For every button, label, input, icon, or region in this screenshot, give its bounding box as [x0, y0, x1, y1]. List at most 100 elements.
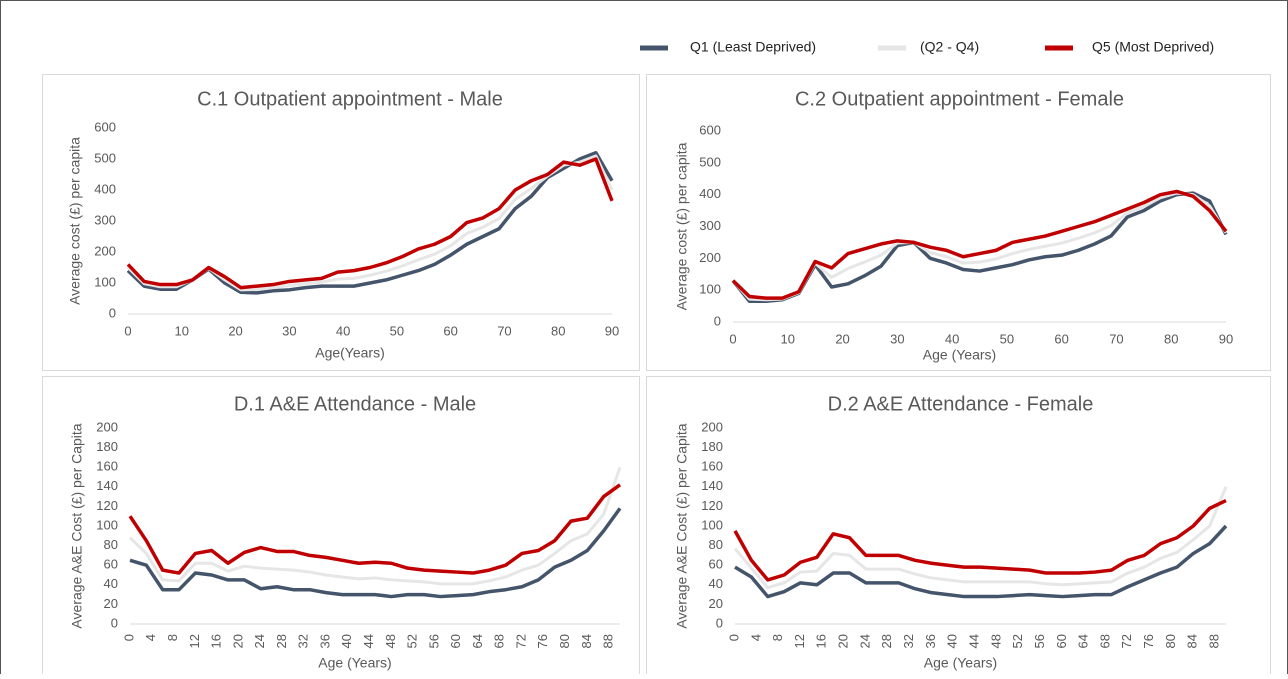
y-tick-label: 120: [701, 498, 723, 513]
x-tick-label: 76: [535, 634, 550, 648]
series-line: [128, 483, 622, 575]
x-tick-label: 40: [945, 331, 959, 346]
x-tick-label: 0: [726, 634, 741, 641]
panel-frame: [42, 376, 640, 679]
y-tick-label: 100: [96, 517, 118, 532]
x-tick-label: 50: [1000, 331, 1014, 346]
x-tick-label: 40: [945, 634, 960, 648]
x-tick-label: 24: [857, 634, 872, 648]
x-tick-label: 4: [143, 634, 158, 641]
y-tick-label: 120: [96, 498, 118, 513]
x-tick-label: 80: [557, 634, 572, 648]
y-axis-label: Average A&E Cost (£) per Capita: [674, 423, 690, 628]
x-tick-label: 30: [890, 331, 904, 346]
x-tick-label: 84: [1185, 634, 1200, 648]
x-tick-label: 80: [1163, 634, 1178, 648]
y-tick-label: 0: [109, 305, 116, 320]
y-tick-label: 140: [701, 478, 723, 493]
y-tick-label: 80: [104, 537, 118, 552]
series-line: [128, 466, 622, 586]
panel-frame: [42, 74, 640, 371]
x-tick-label: 30: [282, 323, 296, 338]
x-tick-label: 10: [175, 323, 189, 338]
x-axis-label: Age (Years): [924, 655, 997, 671]
series-line: [734, 524, 1228, 599]
x-tick-label: 88: [601, 634, 616, 648]
y-axis-label: Average A&E Cost (£) per Capita: [69, 423, 85, 628]
y-tick-label: 60: [709, 557, 723, 572]
x-tick-label: 28: [879, 634, 894, 648]
series-line: [731, 189, 1228, 300]
x-axis-label: Age (Years): [318, 655, 391, 671]
y-axis-label: Average cost (£) per capita: [67, 137, 83, 305]
chart-title: C.1 Outpatient appointment - Male: [197, 88, 503, 110]
x-tick-label: 20: [835, 331, 849, 346]
x-tick-label: 76: [1141, 634, 1156, 648]
x-axis-label: Age (Years): [923, 347, 996, 363]
y-tick-label: 200: [701, 419, 723, 434]
y-tick-label: 400: [699, 186, 721, 201]
series-line: [733, 498, 1227, 582]
chart-title: D.2 A&E Attendance - Female: [828, 393, 1094, 415]
x-tick-label: 32: [296, 634, 311, 648]
x-tick-label: 60: [448, 634, 463, 648]
x-tick-label: 36: [923, 634, 938, 648]
x-tick-label: 64: [1076, 634, 1091, 648]
x-tick-label: 12: [187, 634, 202, 648]
legend-label: Q1 (Least Deprived): [690, 39, 816, 55]
x-tick-label: 40: [339, 634, 354, 648]
x-tick-label: 16: [209, 634, 224, 648]
x-tick-label: 72: [1119, 634, 1134, 648]
x-tick-label: 8: [770, 634, 785, 641]
y-tick-label: 100: [701, 517, 723, 532]
series-line: [731, 191, 1228, 304]
y-tick-label: 40: [709, 576, 723, 591]
y-tick-label: 140: [96, 478, 118, 493]
y-tick-label: 20: [104, 596, 118, 611]
x-tick-label: 90: [605, 323, 619, 338]
y-tick-label: 300: [699, 218, 721, 233]
x-tick-label: 60: [443, 323, 457, 338]
y-tick-label: 160: [701, 459, 723, 474]
x-tick-label: 68: [1097, 634, 1112, 648]
x-tick-label: 36: [317, 634, 332, 648]
x-tick-label: 20: [230, 634, 245, 648]
x-tick-label: 44: [966, 634, 981, 648]
x-tick-label: 40: [336, 323, 350, 338]
x-tick-label: 50: [390, 323, 404, 338]
x-tick-label: 8: [165, 634, 180, 641]
series-line: [126, 157, 614, 290]
series-line: [733, 486, 1228, 590]
x-tick-label: 56: [426, 634, 441, 648]
y-tick-label: 100: [94, 274, 116, 289]
y-tick-label: 600: [699, 122, 721, 137]
chart-title: C.2 Outpatient appointment - Female: [795, 88, 1124, 110]
x-tick-label: 52: [1010, 634, 1025, 648]
y-axis-label: Average cost (£) per capita: [674, 142, 690, 310]
x-tick-label: 20: [836, 634, 851, 648]
panel-frame: [646, 376, 1271, 679]
y-tick-label: 500: [699, 154, 721, 169]
y-tick-label: 0: [714, 313, 721, 328]
series-line: [731, 191, 1228, 302]
x-tick-label: 80: [551, 323, 565, 338]
x-tick-label: 48: [988, 634, 1003, 648]
x-tick-label: 16: [814, 634, 829, 648]
x-tick-label: 90: [1219, 331, 1233, 346]
y-tick-label: 0: [716, 615, 723, 630]
y-tick-label: 100: [699, 282, 721, 297]
x-tick-label: 28: [274, 634, 289, 648]
legend-label: Q5 (Most Deprived): [1092, 39, 1214, 55]
legend-label: (Q2 - Q4): [920, 39, 979, 55]
x-tick-label: 84: [579, 634, 594, 648]
y-tick-label: 0: [111, 615, 118, 630]
y-tick-label: 80: [709, 537, 723, 552]
y-tick-label: 200: [94, 243, 116, 258]
x-axis-label: Age(Years): [315, 345, 385, 361]
x-tick-label: 60: [1054, 331, 1068, 346]
x-tick-label: 80: [1164, 331, 1178, 346]
panel-frame: [646, 74, 1271, 371]
x-tick-label: 4: [748, 634, 763, 641]
x-tick-label: 68: [492, 634, 507, 648]
